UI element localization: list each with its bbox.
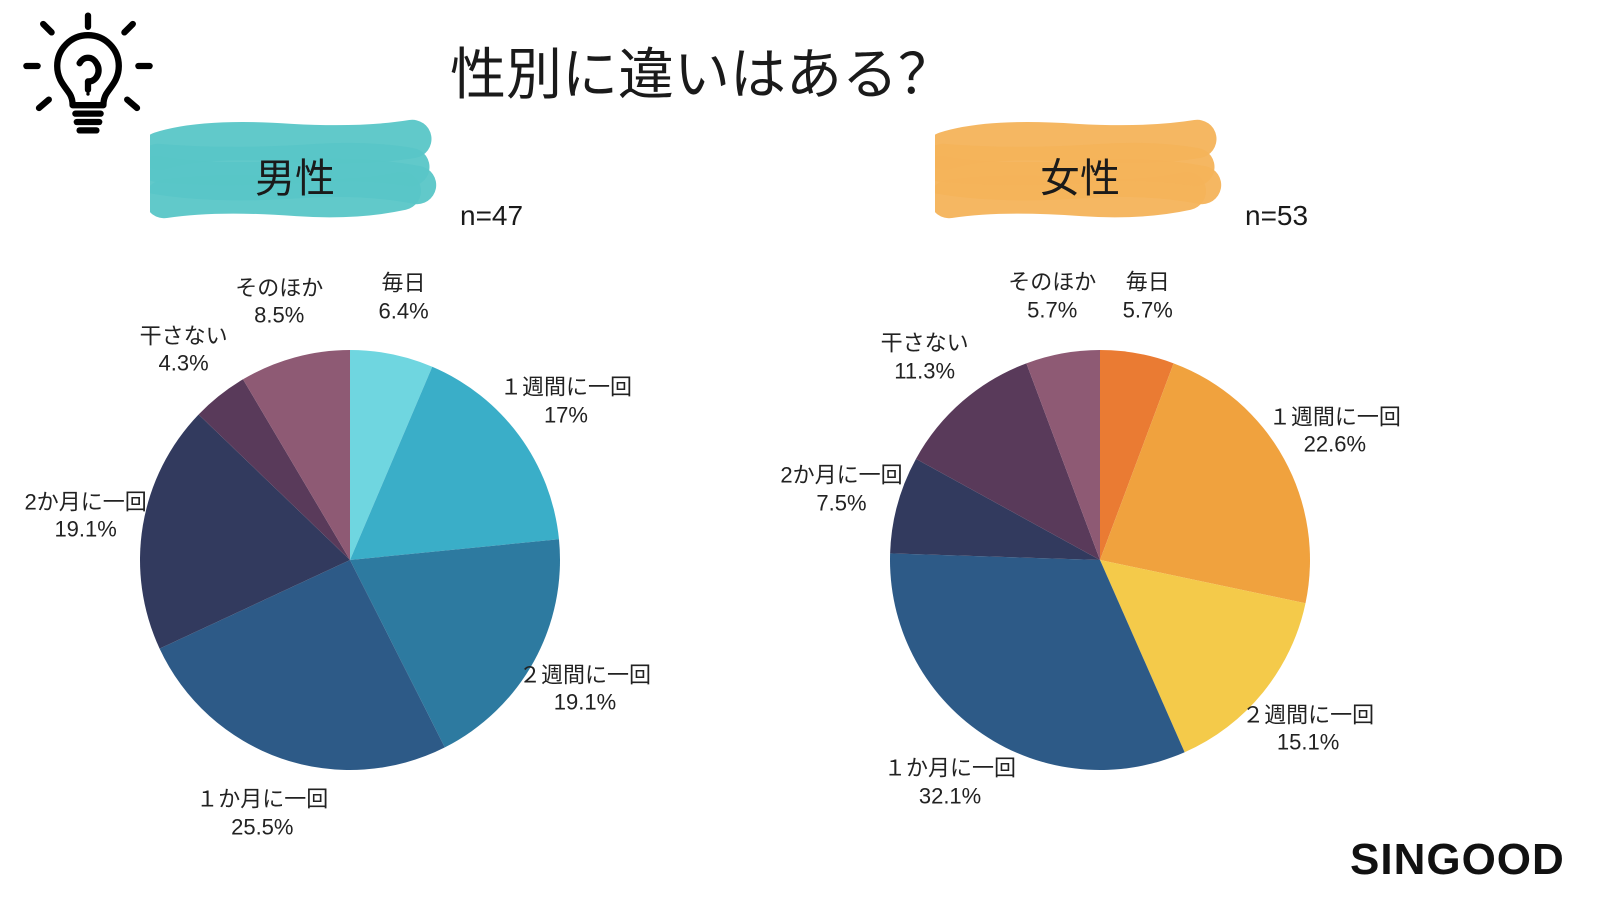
male-slice-label: 毎日6.4% [378, 270, 428, 325]
female-header: 女性 [935, 115, 1225, 235]
male-slice-label: １か月に一回25.5% [196, 786, 328, 841]
female-slice-label: ２週間に一回15.1% [1242, 701, 1374, 756]
infographic-stage: 性別に違いはある？ SINGOOD 男性n=47毎日6.4%１週間に一回17%２… [0, 0, 1600, 900]
male-header: 男性 [150, 115, 440, 235]
female-header-label: 女性 [1040, 146, 1120, 204]
male-pie: 毎日6.4% １週間に一回17% ２週間に一回19.1% １か月に一回25.5% 2か月… [10, 220, 690, 900]
male-slice-label: 2か月に一回19.1% [25, 488, 147, 543]
male-slice-label: １週間に一回17% [500, 374, 632, 429]
female-slice-label: 干さない11.3% [881, 330, 969, 385]
male-slice-label: そのほか8.5% [235, 274, 323, 329]
page-title: 性別に違いはある？ [450, 30, 954, 111]
female-slice-label: 毎日5.7% [1123, 269, 1173, 324]
female-pie: 毎日5.7% １週間に一回22.6% ２週間に一回15.1% １か月に一回32.1% 2… [760, 220, 1440, 900]
male-slice-label: 干さない4.3% [140, 322, 228, 377]
lightbulb-icon [18, 10, 158, 155]
male-slice-label: ２週間に一回19.1% [519, 661, 651, 716]
female-slice-label: １か月に一回32.1% [884, 755, 1016, 810]
female-slice-label: 2か月に一回7.5% [780, 462, 902, 517]
male-header-label: 男性 [255, 146, 335, 204]
female-slice-label: そのほか5.7% [1008, 269, 1096, 324]
female-slice-label: １週間に一回22.6% [1269, 403, 1401, 458]
